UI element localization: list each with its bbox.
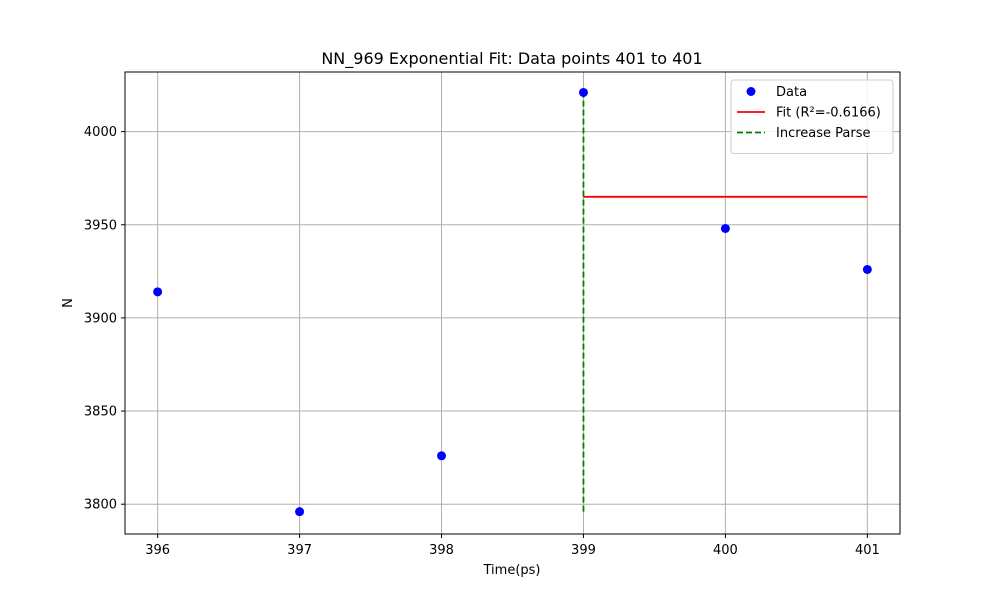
legend-marker-data — [746, 87, 756, 96]
y-tick-label: 3850 — [84, 405, 117, 420]
x-tick-label: 399 — [571, 543, 596, 558]
data-point — [720, 223, 730, 233]
plot-series — [153, 87, 872, 517]
data-point — [862, 264, 872, 274]
x-tick-label: 396 — [145, 543, 170, 558]
data-point — [578, 87, 588, 97]
legend-label: Fit (R²=-0.6166) — [776, 106, 881, 121]
x-tick-label: 401 — [855, 543, 880, 558]
y-tick-label: 3950 — [84, 218, 117, 233]
y-tick-label: 3900 — [84, 311, 117, 326]
data-point — [153, 287, 163, 297]
data-point — [437, 451, 447, 461]
x-tick-label: 397 — [287, 543, 312, 558]
legend-label: Increase Parse — [776, 126, 871, 141]
chart-title: NN_969 Exponential Fit: Data points 401 … — [321, 49, 702, 69]
plot-frame — [124, 71, 901, 535]
x-tick-label: 400 — [713, 543, 738, 558]
x-tick-label: 398 — [429, 543, 454, 558]
y-tick-label: 3800 — [84, 498, 117, 513]
axis-ticks: 396 397 398 399 400 401 3800 3850 3900 3950 4000 — [84, 125, 880, 558]
legend-box — [730, 79, 894, 154]
x-axis-label: Time(ps) — [483, 563, 541, 578]
y-tick-label: 4000 — [84, 125, 117, 140]
y-axis-label: N — [61, 298, 76, 308]
data-point — [295, 507, 305, 517]
legend-label: Data — [776, 85, 807, 100]
legend: Data Fit (R²=-0.6166) Increase Parse — [730, 79, 894, 154]
